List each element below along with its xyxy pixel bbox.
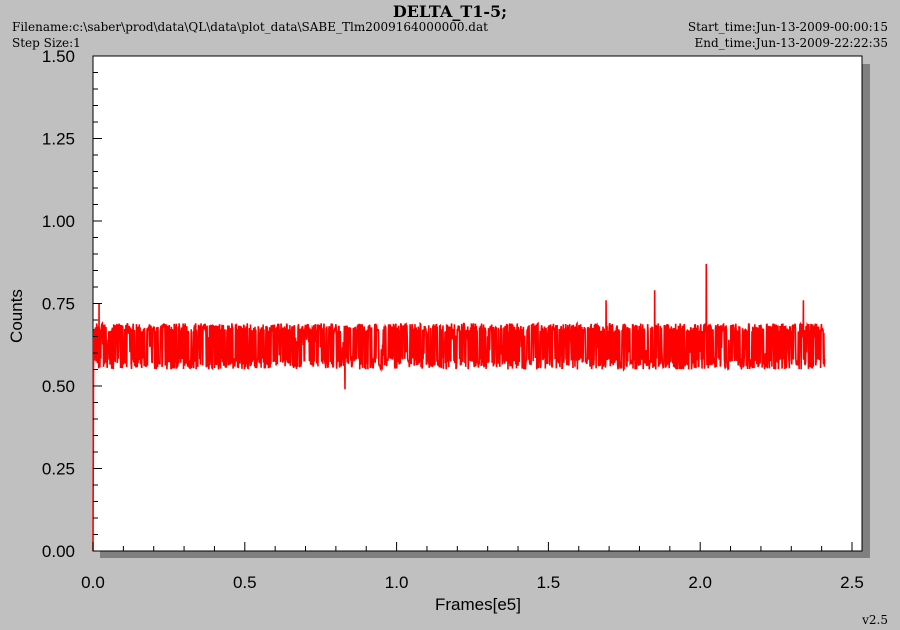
filename-label: Filename:c:\saber\prod\data\QL\data\plot… [12,20,488,34]
x-tick-label: 2.5 [840,573,864,592]
series-layer [92,263,826,552]
x-tick-label: 0.5 [233,573,257,592]
y-tick-label: 1.25 [42,130,75,149]
y-tick-label: 1.50 [42,47,75,66]
y-tick-label: 0.75 [42,295,75,314]
axes-layer [92,55,853,552]
x-tick-label: 2.0 [688,573,712,592]
x-tick-label: 1.0 [385,573,409,592]
version-label: v2.5 [862,613,888,627]
x-tick-label: 0.0 [81,573,105,592]
labels-layer: 0.00 0.25 0.50 0.75 1.00 1.25 1.50 0.0 0.5 1.0 1.5… [42,47,864,592]
step-size-label: Step Size:1 [12,36,81,50]
x-axis-title: Frames[e5] [435,595,521,614]
y-tick-label: 0.00 [42,542,75,561]
y-tick-label: 0.25 [42,460,75,479]
x-tick-label: 1.5 [537,573,561,592]
y-tick-label: 1.00 [42,212,75,231]
start-time-label: Start_time:Jun-13-2009-00:00:15 [687,20,888,34]
chart-title: DELTA_T1-5; [392,2,508,21]
plot-area [92,55,863,552]
y-tick-label: 0.50 [42,377,75,396]
end-time-label: End_time:Jun-13-2009-22:22:35 [694,36,889,50]
series-line [92,263,826,552]
y-axis-title: Counts [7,289,26,343]
